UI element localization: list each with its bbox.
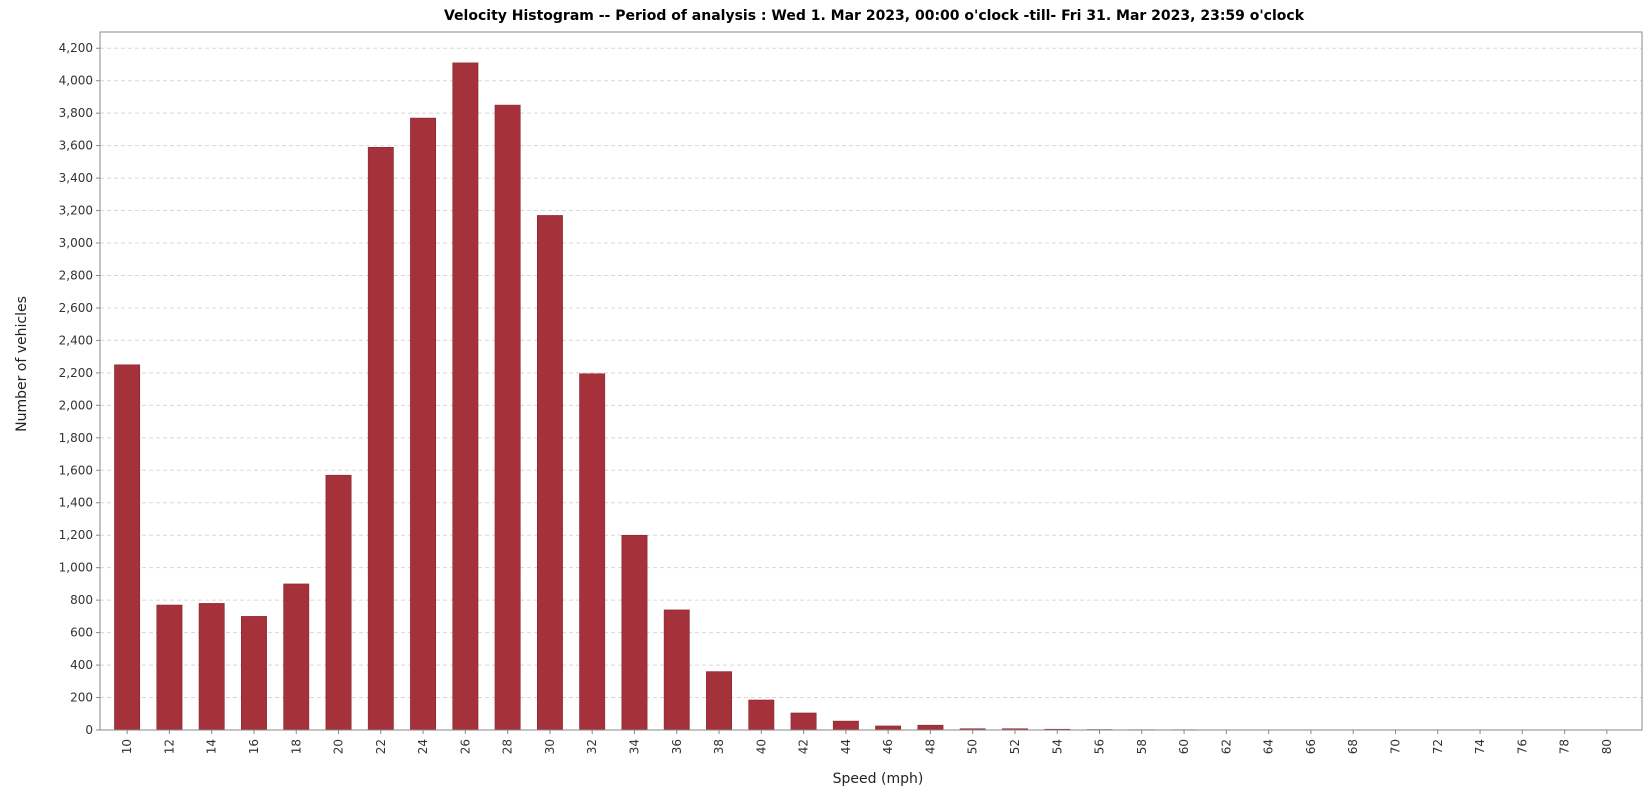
x-tick-label: 30 <box>543 739 557 754</box>
bar-36 <box>663 609 690 731</box>
y-tick-label: 1,200 <box>59 528 93 542</box>
x-tick-label: 64 <box>1262 739 1276 754</box>
y-tick-label: 0 <box>85 723 93 737</box>
y-tick-label: 2,400 <box>59 333 93 347</box>
bar-28 <box>494 104 521 731</box>
chart-title: Velocity Histogram -- Period of analysis… <box>444 8 1305 24</box>
y-tick-label: 1,000 <box>59 561 93 575</box>
y-tick-label: 1,400 <box>59 496 93 510</box>
x-tick-label: 52 <box>1008 739 1022 754</box>
x-tick-label: 48 <box>923 739 937 754</box>
y-tick-label: 3,600 <box>59 139 93 153</box>
bar-16 <box>241 616 267 731</box>
bar-20 <box>325 474 352 731</box>
x-tick-label: 18 <box>289 739 303 754</box>
x-tick-label: 46 <box>881 739 895 754</box>
y-tick-label: 2,800 <box>59 268 93 282</box>
bar-40 <box>748 699 775 731</box>
y-tick-label: 2,000 <box>59 398 93 412</box>
bar-10 <box>114 364 141 731</box>
bar-14 <box>198 603 225 731</box>
y-tick-label: 600 <box>70 626 93 640</box>
x-tick-label: 12 <box>162 739 176 754</box>
x-tick-label: 32 <box>585 739 599 754</box>
y-tick-label: 800 <box>70 593 93 607</box>
x-tick-label: 70 <box>1388 739 1402 754</box>
y-tick-label: 1,600 <box>59 463 93 477</box>
x-tick-label: 50 <box>966 739 980 754</box>
x-tick-label: 10 <box>120 739 134 754</box>
bar-42 <box>790 712 817 731</box>
x-tick-label: 42 <box>797 739 811 754</box>
bar-32 <box>579 373 606 731</box>
bar-22 <box>367 147 394 731</box>
y-tick-label: 200 <box>70 691 93 705</box>
x-tick-label: 34 <box>627 739 641 754</box>
bar-18 <box>283 583 310 731</box>
y-tick-label: 2,200 <box>59 366 93 380</box>
x-tick-label: 44 <box>839 739 853 754</box>
y-tick-label: 3,200 <box>59 204 93 218</box>
bar-38 <box>706 671 732 731</box>
x-tick-label: 40 <box>754 739 768 754</box>
x-tick-label: 74 <box>1473 739 1487 754</box>
bar-26 <box>452 62 479 731</box>
plot-area-border <box>99 31 1643 731</box>
x-tick-label: 62 <box>1219 739 1233 754</box>
x-tick-label: 38 <box>712 739 726 754</box>
bar-12 <box>156 604 183 731</box>
x-tick-label: 80 <box>1600 739 1614 754</box>
x-tick-label: 20 <box>332 739 346 754</box>
x-tick-label: 68 <box>1346 739 1360 754</box>
grid-lines <box>100 47 1642 699</box>
y-axis-label: Number of vehicles <box>14 296 30 432</box>
x-tick-label: 16 <box>247 739 261 754</box>
bar-44 <box>832 720 859 731</box>
y-tick-label: 1,800 <box>59 431 93 445</box>
y-tick-label: 4,000 <box>59 74 93 88</box>
y-tick-label: 4,200 <box>59 41 93 55</box>
x-axis-label: Speed (mph) <box>833 771 924 787</box>
x-tick-label: 22 <box>374 739 388 754</box>
bars <box>114 62 1198 731</box>
x-tick-labels: 10 12 14 16 18 20 22 24 26 28 30 32 34 36 38 40 42 44 46 48… <box>120 739 1614 754</box>
x-tick-label: 78 <box>1558 739 1572 754</box>
y-tick-label: 3,000 <box>59 236 93 250</box>
x-tick-label: 58 <box>1135 739 1149 754</box>
x-tick-label: 54 <box>1050 739 1064 754</box>
x-tick-label: 72 <box>1431 739 1445 754</box>
bar-34 <box>621 534 648 731</box>
x-tick-label: 36 <box>670 739 684 754</box>
y-tick-label: 3,800 <box>59 106 93 120</box>
x-tick-label: 28 <box>501 739 515 754</box>
axes <box>96 31 1643 734</box>
x-tick-label: 66 <box>1304 739 1318 754</box>
bar-24 <box>410 117 437 731</box>
x-tick-label: 24 <box>416 739 430 754</box>
x-tick-label: 76 <box>1515 739 1529 754</box>
bar-30 <box>536 215 563 731</box>
y-tick-label: 400 <box>70 658 93 672</box>
y-tick-label: 2,600 <box>59 301 93 315</box>
x-tick-label: 26 <box>458 739 472 754</box>
x-tick-label: 60 <box>1177 739 1191 754</box>
bar-46 <box>875 725 902 731</box>
y-tick-labels: 0 200 400 600 800 1,000 1,200 1,400 1,600 1,800 2,… <box>59 41 93 737</box>
bar-48 <box>917 724 944 731</box>
x-tick-label: 56 <box>1093 739 1107 754</box>
y-tick-label: 3,400 <box>59 171 93 185</box>
x-tick-label: 14 <box>205 739 219 754</box>
